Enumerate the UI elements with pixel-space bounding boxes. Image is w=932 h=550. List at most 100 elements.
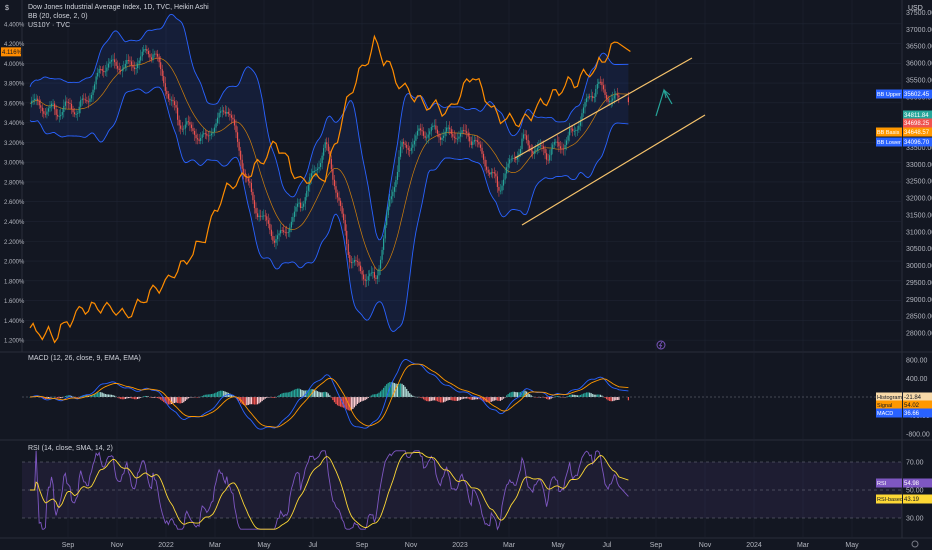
price-tag-value: 34096.70 bbox=[904, 140, 930, 146]
candle-body bbox=[126, 60, 128, 64]
macd-histogram-bar bbox=[327, 393, 329, 397]
macd-histogram-bar bbox=[572, 394, 574, 397]
candle-body bbox=[387, 206, 389, 216]
candle-body bbox=[124, 63, 126, 68]
macd-histogram-bar bbox=[321, 392, 323, 397]
candle-body bbox=[236, 132, 239, 142]
macd-pane-title[interactable]: MACD (12, 26, close, 9, EMA, EMA) bbox=[28, 355, 141, 362]
candle-body bbox=[493, 172, 495, 174]
candle-body bbox=[198, 139, 200, 141]
time-axis-label: Nov bbox=[111, 542, 124, 549]
macd-histogram-bar bbox=[256, 397, 259, 405]
macd-histogram-bar bbox=[452, 397, 454, 401]
candle-body bbox=[482, 153, 485, 160]
candle-body bbox=[329, 151, 331, 160]
time-axis-label: Sep bbox=[356, 542, 369, 549]
bb-indicator-title[interactable]: BB (20, close, 2, 0) bbox=[28, 13, 88, 20]
macd-histogram-bar bbox=[387, 382, 389, 397]
candle-body bbox=[361, 270, 363, 275]
rsi-pane-title[interactable]: RSI (14, close, SMA, 14, 2) bbox=[28, 445, 113, 452]
macd-histogram-bar bbox=[458, 397, 460, 401]
macd-histogram-bar bbox=[502, 397, 505, 399]
macd-axis-label: 800.00 bbox=[906, 358, 928, 365]
macd-histogram-bar bbox=[375, 394, 377, 397]
candle-body bbox=[95, 76, 97, 85]
candle-body bbox=[565, 140, 568, 145]
channel-lower-trendline[interactable] bbox=[521, 114, 706, 226]
price-tag-value-bg bbox=[903, 127, 932, 137]
macd-histogram-bar bbox=[216, 391, 219, 397]
time-axis-label: Jul bbox=[309, 542, 318, 549]
candle-body bbox=[418, 128, 420, 131]
macd-histogram-bar bbox=[536, 397, 538, 398]
candle-body bbox=[473, 140, 475, 142]
macd-histogram-bar bbox=[143, 396, 145, 397]
candle-body bbox=[410, 147, 412, 151]
macd-histogram-bar bbox=[435, 397, 437, 401]
macd-histogram-bar bbox=[181, 397, 183, 404]
time-axis-label: 2022 bbox=[158, 542, 174, 549]
macd-histogram-bar bbox=[104, 394, 106, 397]
macd-tag-value-bg bbox=[903, 392, 932, 402]
macd-histogram-bar bbox=[495, 397, 497, 401]
macd-histogram-bar bbox=[186, 397, 188, 400]
candle-body bbox=[289, 227, 291, 233]
macd-histogram-bar bbox=[58, 397, 60, 399]
macd-histogram-bar bbox=[409, 393, 411, 397]
price-axis-label: 30500.00 bbox=[906, 246, 932, 253]
price-tag-label-bg bbox=[876, 89, 902, 99]
candle-body bbox=[526, 135, 528, 140]
macd-histogram-bar bbox=[306, 390, 308, 397]
macd-histogram-bar bbox=[221, 390, 223, 397]
candle-body bbox=[386, 215, 388, 226]
macd-histogram-bar bbox=[318, 391, 320, 397]
candle-body bbox=[221, 110, 223, 112]
us10y-indicator-title[interactable]: US10Y · TVC bbox=[28, 22, 70, 29]
candle-body bbox=[296, 203, 299, 207]
price-tag-label: BB Upper bbox=[877, 92, 901, 98]
currency-label[interactable]: USD bbox=[908, 5, 923, 12]
candle-body bbox=[475, 140, 477, 141]
macd-histogram-bar bbox=[581, 394, 583, 397]
candle-body bbox=[278, 233, 280, 236]
candle-body bbox=[513, 158, 515, 159]
candle-body bbox=[267, 220, 269, 224]
macd-histogram-bar bbox=[309, 389, 311, 397]
candle-body bbox=[192, 128, 194, 131]
candle-body bbox=[72, 108, 74, 113]
macd-histogram-bar bbox=[395, 383, 397, 397]
macd-histogram-bar bbox=[596, 394, 598, 397]
symbol-title[interactable]: Dow Jones Industrial Average Index, 1D, … bbox=[28, 4, 209, 11]
macd-histogram-bar bbox=[324, 391, 326, 397]
candle-body bbox=[272, 236, 274, 241]
candle-body bbox=[496, 176, 498, 187]
candle-body bbox=[355, 260, 357, 262]
macd-histogram-bar bbox=[289, 391, 291, 397]
time-axis-label: Sep bbox=[62, 542, 75, 549]
macd-histogram-bar bbox=[253, 397, 256, 405]
macd-histogram-bar bbox=[121, 397, 123, 400]
macd-histogram-bar bbox=[276, 396, 279, 397]
macd-histogram-bar bbox=[333, 397, 336, 403]
macd-histogram-bar bbox=[278, 395, 280, 397]
candle-body bbox=[612, 98, 614, 101]
macd-histogram-bar bbox=[544, 397, 546, 399]
macd-histogram-bar bbox=[518, 392, 520, 397]
channel-upper-trendline[interactable] bbox=[514, 57, 693, 159]
candle-body bbox=[263, 215, 265, 217]
candle-body bbox=[455, 137, 457, 139]
us10y-line[interactable] bbox=[29, 34, 631, 344]
gear-icon[interactable] bbox=[911, 540, 919, 548]
candle-body bbox=[187, 121, 189, 123]
macd-histogram-bar bbox=[343, 397, 345, 408]
macd-tag-value-bg bbox=[903, 400, 932, 410]
candle-body bbox=[589, 96, 591, 98]
lightning-icon[interactable] bbox=[656, 340, 666, 350]
dollar-icon[interactable]: $ bbox=[5, 5, 9, 12]
projection-arrowhead bbox=[663, 89, 671, 99]
candle-body bbox=[549, 155, 551, 161]
bb-upper-line bbox=[29, 13, 629, 241]
macd-histogram-bar bbox=[413, 396, 415, 397]
macd-histogram-bar bbox=[263, 397, 265, 400]
